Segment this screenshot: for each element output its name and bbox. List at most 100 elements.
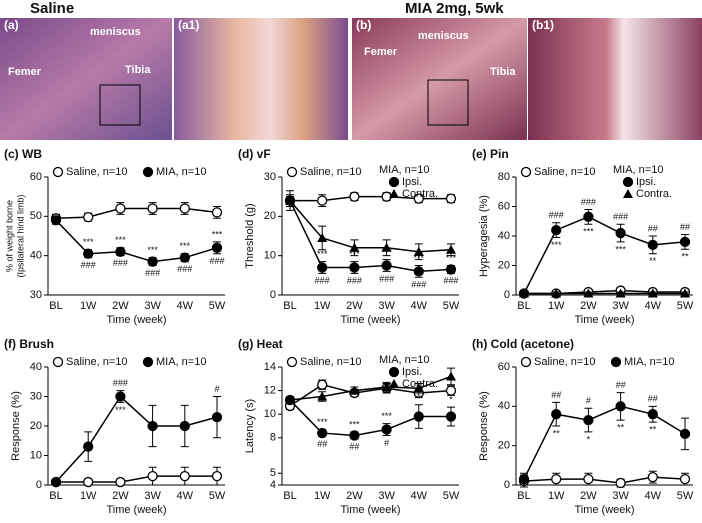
x-tick-label: 4W: [177, 490, 194, 502]
significance-label: **: [649, 424, 657, 434]
y-tick-label: 60: [498, 200, 510, 212]
marker: [520, 166, 532, 178]
marker: [285, 195, 295, 205]
x-tick-label: 4W: [411, 490, 428, 502]
y-tick-label: 20: [498, 440, 510, 452]
histology-image: [528, 18, 702, 140]
y-tick-label: 14: [264, 361, 276, 373]
marker: [286, 166, 298, 178]
x-tick-label: 1W: [80, 490, 97, 502]
marker: [381, 424, 392, 435]
series-line: [289, 383, 452, 407]
x-axis-label: Time (week): [340, 504, 400, 516]
y-tick-label: 60: [498, 361, 510, 373]
x-tick-label: 2W: [580, 490, 597, 502]
marker: [83, 441, 94, 452]
x-tick-label: 1W: [548, 490, 565, 502]
significance-label: ***: [147, 245, 158, 255]
x-tick-label: 1W: [80, 300, 97, 312]
significance-label: #: [586, 396, 591, 406]
x-tick-label: 4W: [645, 300, 662, 312]
x-tick-label: 4W: [177, 300, 194, 312]
y-tick-label: 5: [270, 467, 276, 479]
chart-title: (c) WB: [4, 147, 42, 161]
marker: [349, 242, 360, 252]
y-tick-label: 40: [498, 230, 510, 242]
legend-label: Saline, n=10: [66, 166, 127, 178]
significance-label: ###: [613, 212, 628, 222]
y-tick-label: 40: [30, 361, 42, 373]
marker: [413, 411, 424, 422]
marker: [179, 252, 190, 263]
legend-label: Contra.: [402, 188, 438, 200]
y-tick-label: 40: [498, 400, 510, 412]
y-tick-label: 20: [498, 259, 510, 271]
marker: [615, 227, 626, 239]
legend-label: Saline, n=10: [534, 166, 595, 178]
marker: [52, 356, 64, 368]
marker: [52, 166, 64, 178]
marker: [610, 356, 622, 368]
x-tick-label: 2W: [112, 300, 129, 312]
marker: [615, 477, 626, 489]
marker: [83, 211, 94, 223]
significance-label: **: [681, 252, 689, 262]
y-axis-label: Threshold (g): [244, 203, 256, 268]
marker: [679, 473, 691, 485]
chart-title: (g) Heat: [238, 337, 283, 351]
y-tick-label: 0: [36, 479, 42, 491]
x-tick-label: 3W: [378, 300, 395, 312]
marker: [381, 242, 392, 252]
significance-label: *: [449, 394, 453, 404]
x-tick-label: BL: [517, 490, 530, 502]
x-tick-label: 2W: [580, 300, 597, 312]
significance-label: ###: [549, 210, 564, 220]
x-tick-label: 1W: [314, 490, 331, 502]
x-tick-label: 3W: [378, 490, 395, 502]
marker: [445, 385, 457, 396]
series-line: [290, 195, 451, 202]
significance-label: ###: [315, 276, 330, 286]
legend-label: Ipsi.: [402, 366, 422, 378]
x-tick-label: 5W: [443, 300, 460, 312]
marker: [445, 411, 457, 422]
marker: [680, 288, 690, 298]
x-tick-label: 5W: [677, 300, 694, 312]
chart-title: (e) Pin: [472, 147, 509, 161]
legend-label: MIA, n=10: [624, 356, 674, 368]
legend-label: MIA, n=10: [156, 166, 206, 178]
significance-label: *: [587, 434, 591, 444]
marker: [679, 236, 691, 248]
significance-label: ***: [317, 249, 328, 259]
note: Tibia: [125, 64, 151, 76]
series-line: [523, 476, 686, 484]
x-axis-label: Time (week): [574, 314, 634, 326]
significance-label: ###: [581, 197, 596, 207]
marker: [211, 207, 223, 218]
marker: [519, 288, 529, 298]
marker: [317, 195, 328, 206]
zoom-box: [427, 79, 469, 126]
significance-label: ###: [113, 258, 128, 268]
group-label: MIA 2mg, 5wk: [405, 0, 504, 17]
significance-label: ***: [212, 229, 223, 239]
marker: [623, 189, 633, 198]
x-tick-label: BL: [49, 300, 62, 312]
histology-image: [352, 18, 527, 140]
y-tick-label: 30: [30, 390, 42, 402]
x-tick-label: BL: [283, 490, 296, 502]
y-tick-label: 20: [264, 210, 276, 222]
series-line: [523, 216, 686, 294]
marker: [647, 288, 658, 298]
marker: [520, 356, 532, 368]
marker: [388, 366, 400, 378]
marker: [142, 166, 154, 178]
x-axis-label: Time (week): [106, 504, 166, 516]
significance-label: ***: [551, 240, 562, 250]
x-tick-label: 3W: [612, 490, 629, 502]
marker: [147, 420, 158, 432]
x-tick-label: BL: [283, 300, 296, 312]
series-line: [289, 200, 452, 273]
marker: [583, 288, 594, 298]
significance-label: #: [214, 384, 219, 394]
